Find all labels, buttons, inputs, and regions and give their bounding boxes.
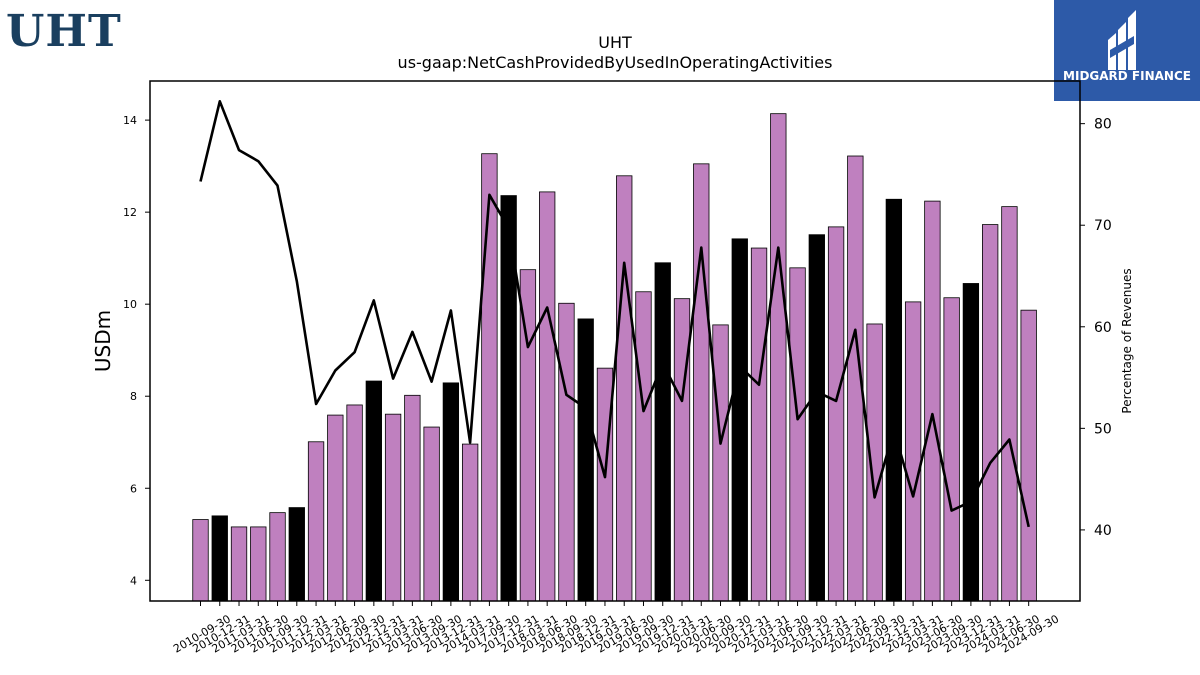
y2-tick-label: 70 (1094, 218, 1112, 234)
left-axis: 4 6 8 10 12 14 (123, 114, 150, 587)
percentage-line (199, 100, 1030, 528)
bar-2012-03-31 (307, 441, 325, 602)
bar-2012-12-31 (365, 380, 382, 602)
bar-2018-09-30 (558, 302, 575, 602)
bar-2011-03-31 (230, 526, 248, 602)
bar-2011-12-31 (288, 507, 305, 602)
bar-2011-09-30 (269, 512, 286, 602)
bar-2020-09-30 (712, 324, 729, 602)
y2-tick-label: 50 (1094, 421, 1112, 437)
bar-2012-09-30 (346, 404, 363, 602)
bar-2023-03-31 (904, 301, 922, 602)
bar-2022-09-30 (866, 323, 883, 602)
y-tick-label: 14 (123, 114, 137, 127)
bar-2019-06-30 (616, 175, 633, 602)
right-axis: 40 50 60 70 80 (1080, 117, 1112, 539)
chart-subtitle: us-gaap:NetCashProvidedByUsedInOperating… (398, 53, 833, 72)
bar-2023-06-30 (924, 200, 941, 602)
bar-2020-06-30 (693, 163, 710, 602)
chart-title: UHT (598, 33, 632, 52)
bar-2024-03-31 (982, 224, 999, 602)
y-tick-label: 12 (123, 206, 137, 219)
bar-2023-09-30 (943, 297, 960, 602)
bar-2022-12-31 (885, 198, 903, 602)
bar-2020-03-31 (673, 298, 691, 602)
bar-2021-06-30 (770, 113, 787, 602)
y-axis-label: USDm (91, 310, 115, 372)
y-tick-label: 4 (130, 574, 137, 587)
y2-axis-label: Percentage of Revenues (1120, 268, 1134, 413)
bar-2019-12-31 (654, 262, 671, 602)
bar-2024-09-30 (1020, 309, 1037, 602)
y2-tick-label: 40 (1094, 523, 1112, 539)
bar-2018-12-31 (577, 318, 594, 602)
y2-tick-label: 60 (1094, 320, 1112, 336)
y-tick-label: 8 (130, 390, 137, 403)
bar-2010-09-30 (192, 519, 209, 602)
bar-2024-06-30 (1001, 206, 1018, 602)
bar-2013-12-31 (442, 382, 460, 602)
bar-2019-09-30 (635, 291, 652, 602)
bar-2010-12-31 (211, 515, 228, 602)
bar-2013-09-30 (423, 426, 440, 602)
bar-series (192, 113, 1037, 602)
brand-name: MIDGARD FINANCE (1063, 69, 1191, 83)
y-tick-label: 10 (123, 298, 137, 311)
x-axis: 2010-09-302010-12-312011-03-312011-06-30… (171, 601, 1061, 656)
plot-frame (149, 80, 1081, 602)
bar-2023-12-31 (962, 283, 980, 602)
bar-2013-06-30 (404, 394, 421, 602)
bar-2021-09-30 (789, 267, 806, 602)
bar-2017-09-30 (481, 153, 498, 602)
bar-2013-03-31 (384, 413, 402, 602)
brand-logo: MIDGARD FINANCE (1054, 0, 1200, 101)
bar-2021-03-31 (750, 247, 768, 602)
line-series (199, 100, 1030, 528)
bar-2014-03-31 (461, 443, 479, 602)
y-tick-label: 6 (130, 482, 137, 495)
y2-tick-label: 80 (1094, 117, 1112, 133)
bar-2020-12-31 (731, 238, 748, 602)
bar-2012-06-30 (327, 414, 344, 602)
bar-2021-12-31 (808, 234, 825, 602)
bar-2018-06-30 (539, 191, 556, 602)
bar-2011-06-30 (250, 526, 267, 602)
bar-2022-03-31 (827, 226, 845, 602)
brand-mark-icon (1108, 10, 1136, 70)
company-logo: UHT (6, 6, 122, 57)
